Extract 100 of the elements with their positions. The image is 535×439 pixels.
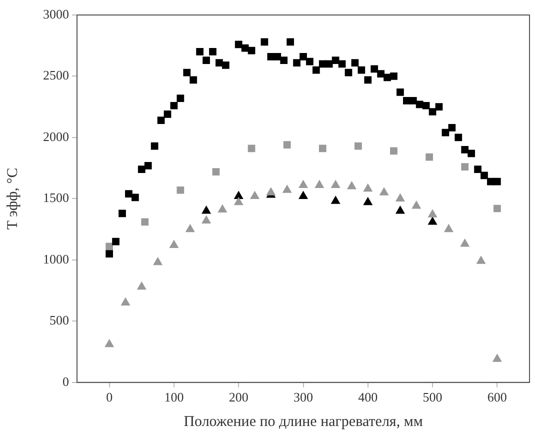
y-axis-title: T эфф, °C [4,168,21,230]
point [351,59,359,66]
point [202,56,210,64]
point [428,210,437,218]
point [186,224,195,232]
point [248,144,256,152]
point [286,38,294,46]
point [493,204,501,212]
point [396,194,405,202]
point [293,59,300,66]
point [280,56,288,64]
point [274,52,282,60]
point [141,218,149,226]
point [260,38,268,46]
point [448,124,456,132]
point [202,206,211,214]
point [318,144,326,152]
point [266,188,276,196]
x-tick-label: 300 [294,390,313,405]
point [106,242,114,250]
point [315,180,324,188]
point [164,110,172,118]
point [363,184,372,192]
point [332,56,340,64]
point [444,224,454,232]
point [190,76,198,84]
point [118,210,126,218]
point [377,70,385,78]
point [125,190,132,198]
point [480,172,488,180]
point [409,97,417,104]
x-tick-label: 200 [228,390,248,405]
y-tick-label: 1000 [43,251,69,266]
point [222,62,230,69]
point [170,102,178,110]
point [298,180,308,188]
point [170,240,178,248]
point [331,196,340,204]
point [248,46,256,54]
point [428,216,437,225]
point [283,141,291,148]
point [234,191,244,199]
point [422,102,430,110]
point [241,44,249,52]
point [250,191,260,199]
point [196,48,204,56]
point [234,197,244,206]
point [267,52,275,60]
point [396,88,404,96]
point [442,128,450,136]
point [460,239,470,247]
point [131,194,139,202]
point [370,65,378,73]
point [461,146,469,154]
point [493,178,501,186]
y-tick-label: 2000 [43,128,69,144]
point [435,103,443,111]
point [354,142,362,150]
x-tick-label: 100 [164,390,184,405]
x-tick-label: 600 [487,390,507,405]
point [157,116,165,124]
point [380,188,388,196]
point [474,166,482,173]
point [426,153,433,161]
y-tick-label: 3000 [43,6,69,22]
point [112,238,120,246]
point [212,168,220,176]
point [153,257,162,266]
point [144,162,152,170]
point [468,150,476,158]
point [492,354,502,362]
point [476,256,486,264]
point [363,197,372,206]
point [209,48,216,56]
point [396,206,405,214]
y-tick-label: 2500 [43,68,69,83]
y-tick-label: 0 [62,374,69,389]
point [106,250,114,258]
point [312,66,320,74]
point [461,163,469,171]
point [282,185,292,193]
point [183,68,191,76]
point [416,100,424,108]
y-tick-label: 1500 [43,190,69,206]
point [338,60,346,68]
x-tick-label: 400 [358,390,378,405]
point [344,68,352,76]
point [137,282,146,290]
point [347,181,356,190]
point [176,186,184,194]
y-tick-label: 500 [50,312,69,328]
point [358,66,366,74]
point [234,40,242,48]
point [454,134,462,142]
point [150,142,158,150]
point [428,108,436,116]
point [298,191,308,199]
point [412,201,421,209]
point [331,180,340,188]
point [138,166,146,173]
